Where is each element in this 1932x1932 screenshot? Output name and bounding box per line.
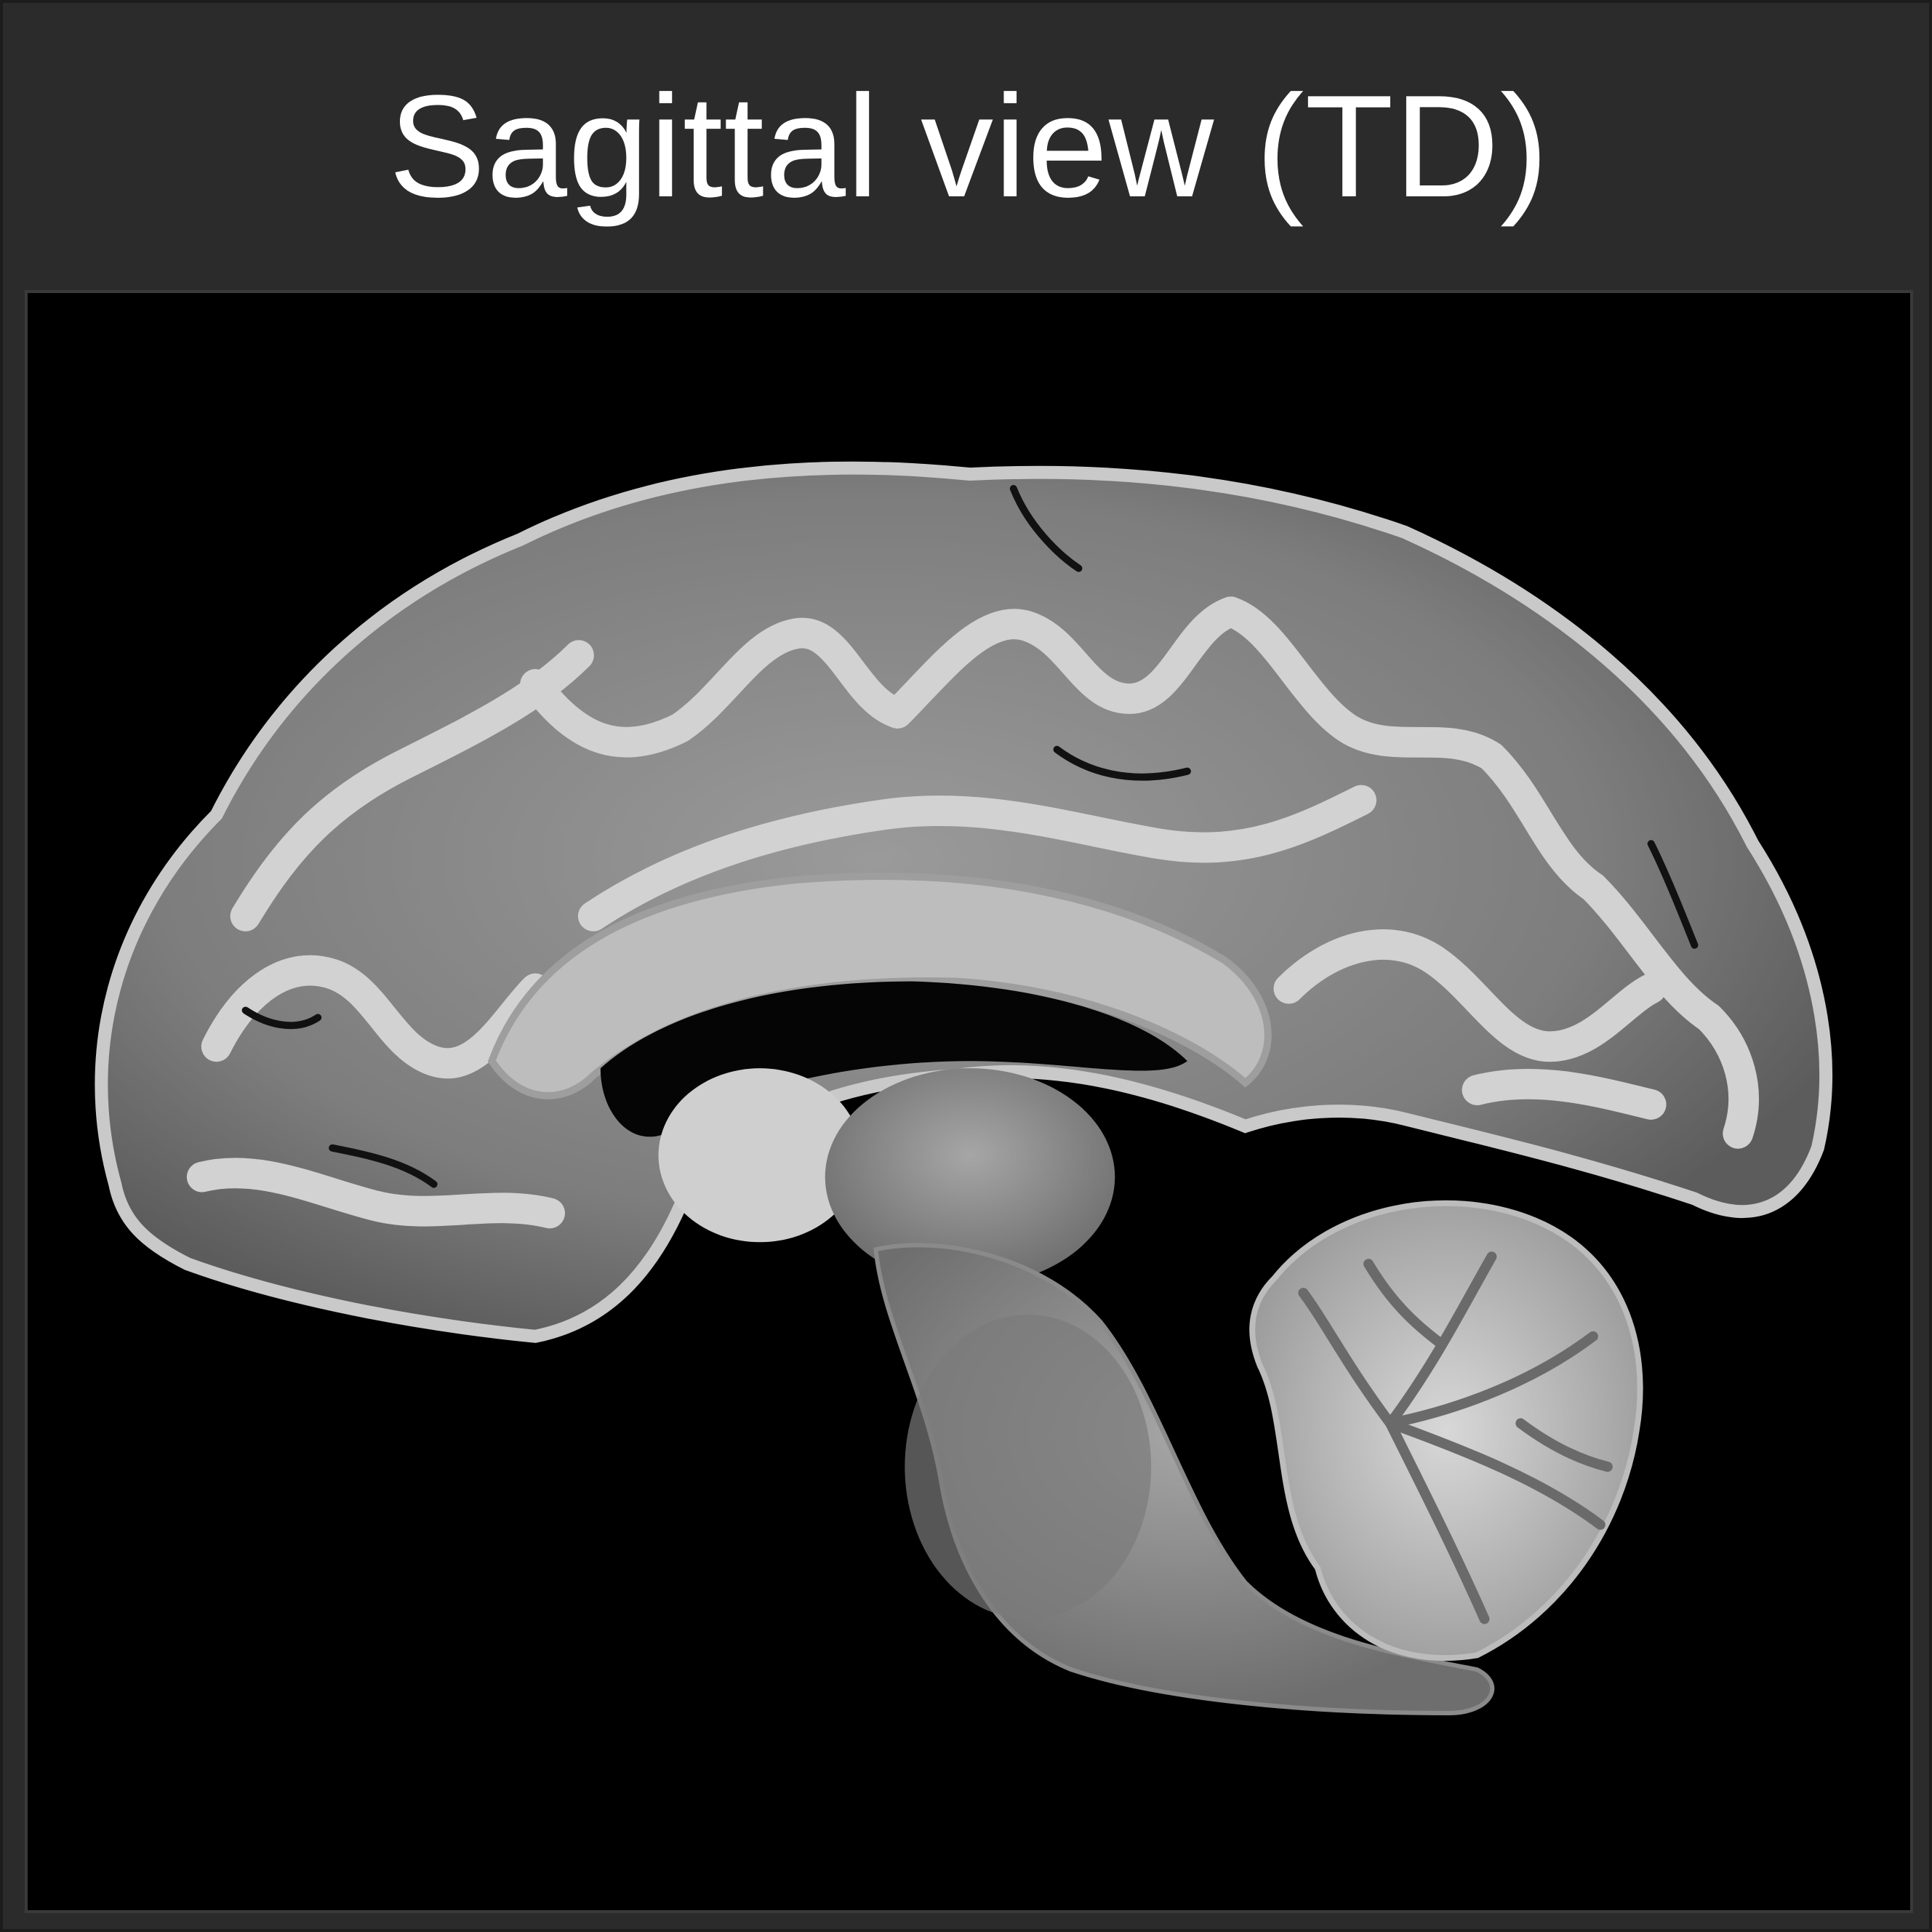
pons — [905, 1314, 1152, 1619]
diencephalon — [825, 1068, 1115, 1286]
brain-sagittal-image — [95, 461, 1832, 1715]
lateral-ventricle — [600, 981, 1187, 1137]
white-matter-gyri — [186, 596, 1759, 1229]
sulci — [241, 485, 1699, 1188]
cerebellum — [1249, 1200, 1643, 1662]
figure-title: Sagittal view (TD) — [388, 65, 1550, 228]
thalamus — [658, 1068, 862, 1243]
arbor-vitae — [1298, 1251, 1613, 1624]
mri-viewport — [25, 290, 1913, 1913]
